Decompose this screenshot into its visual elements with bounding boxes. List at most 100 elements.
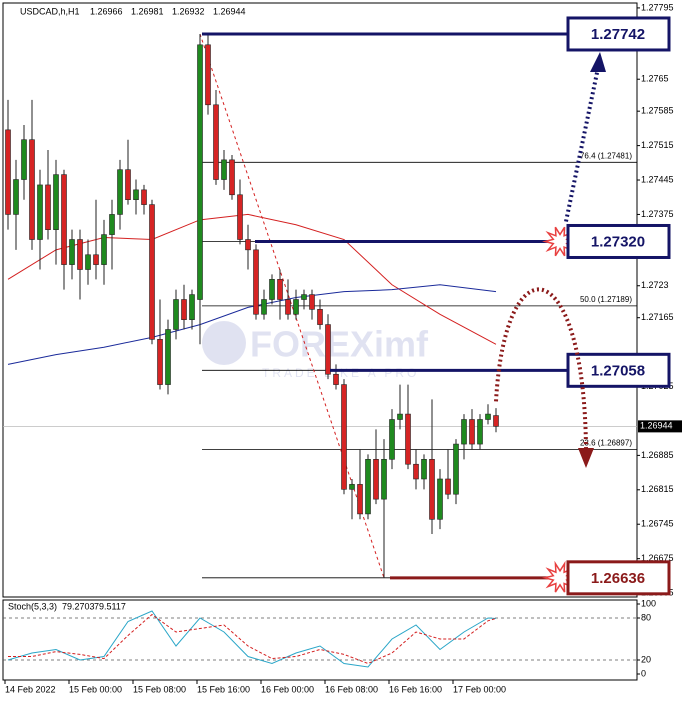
fib-label: 76.4 (1.27481)	[580, 151, 632, 160]
level-box	[566, 560, 671, 596]
candle-body	[157, 339, 163, 385]
candle-body	[277, 279, 283, 300]
candle-body	[405, 413, 411, 465]
y-tick-label: 1.26675	[641, 553, 674, 563]
watermark-tagline: TRADE LIKE A PRO	[262, 366, 419, 380]
price-tag-label: 1.26944	[640, 421, 673, 431]
candle-body	[437, 478, 443, 520]
candle-body	[189, 294, 195, 320]
stoch-main-value: 79.2703	[62, 601, 95, 611]
candle-body	[141, 189, 147, 205]
y-tick-label: 1.27445	[641, 174, 674, 184]
fib-label: 50.0 (1.27189)	[580, 295, 632, 304]
y-tick-label: 1.2723	[641, 280, 669, 290]
candle-body	[165, 329, 171, 385]
level-label: 1.27742	[591, 26, 645, 43]
candle-body	[485, 413, 491, 420]
candle-body	[213, 104, 219, 180]
candle-body	[21, 139, 27, 180]
chart-title: USDCAD,h,H1	[20, 6, 80, 16]
candle-body	[61, 174, 67, 265]
candle-body	[373, 459, 379, 500]
x-tick-label: 16 Feb 16:00	[389, 684, 442, 694]
candle-body	[133, 189, 139, 200]
header-open: 1.26966	[90, 6, 123, 16]
y-tick-label: 1.2765	[641, 74, 669, 84]
x-tick-label: 17 Feb 00:00	[453, 684, 506, 694]
level-box	[566, 16, 671, 52]
candle-body	[365, 459, 371, 515]
y-tick-label: 1.27585	[641, 106, 674, 116]
level-box	[566, 352, 671, 388]
candle-body	[389, 419, 395, 460]
stoch-signal-value: 79.5117	[94, 601, 126, 611]
candle-body	[85, 254, 91, 270]
candle-body	[5, 129, 11, 215]
level-label: 1.27320	[591, 233, 645, 250]
candle-body	[197, 44, 203, 300]
arrow-head	[578, 448, 594, 468]
candle-body	[37, 184, 43, 240]
candle-body	[253, 249, 259, 315]
stoch-tick-label: 20	[641, 654, 651, 664]
candle-body	[309, 294, 315, 310]
stoch-line	[7, 610, 497, 668]
x-tick-label: 14 Feb 2022	[5, 684, 56, 694]
candle-body	[149, 204, 155, 340]
candle-body	[349, 484, 355, 490]
candle-body	[101, 234, 107, 265]
candle-body	[93, 254, 99, 265]
candle-body	[325, 324, 331, 375]
candle-body	[181, 299, 187, 320]
level-label: 1.26636	[591, 570, 645, 587]
watermark-brand: FOREXimf	[250, 324, 429, 365]
candle-body	[453, 443, 459, 495]
y-tick-label: 1.27795	[641, 2, 674, 12]
candle-body	[429, 459, 435, 520]
y-tick-label: 1.27165	[641, 312, 674, 322]
candle-body	[493, 415, 499, 427]
candle-body	[221, 159, 227, 180]
candle-body	[413, 463, 419, 480]
candle-body	[53, 174, 59, 230]
candle-body	[397, 413, 403, 420]
candle-body	[301, 294, 307, 300]
starburst	[542, 560, 578, 593]
candle-body	[317, 309, 323, 325]
stoch-title: Stoch(5,3,3)	[8, 601, 57, 611]
arrow-head	[590, 51, 606, 72]
x-tick-label: 16 Feb 08:00	[325, 684, 378, 694]
x-tick-label: 15 Feb 08:00	[133, 684, 186, 694]
candle-body	[117, 169, 123, 215]
sub-frame	[2, 599, 638, 681]
level-label: 1.27058	[591, 362, 645, 379]
x-tick-label: 15 Feb 00:00	[69, 684, 122, 694]
header-low: 1.26932	[172, 6, 205, 16]
x-tick-label: 15 Feb 16:00	[197, 684, 250, 694]
fib-label: 23.6 (1.26897)	[580, 439, 632, 448]
stoch-tick-label: 80	[641, 612, 651, 622]
candle-body	[341, 384, 347, 490]
stoch-tick-label: 100	[641, 598, 656, 608]
candle-body	[125, 169, 131, 200]
candle-body	[421, 459, 427, 480]
projection-arrow	[564, 67, 600, 222]
watermark-logo	[202, 321, 246, 365]
candle-body	[237, 194, 243, 240]
y-tick-label: 1.26885	[641, 450, 674, 460]
header-high: 1.26981	[131, 6, 164, 16]
candle-body	[293, 299, 299, 315]
level-box	[566, 223, 671, 259]
projection-curve	[494, 287, 588, 452]
candle-body	[45, 184, 51, 230]
candle-body	[245, 239, 251, 251]
candle-body	[469, 419, 475, 445]
stoch-tick-label: 0	[641, 668, 646, 678]
candle-body	[205, 44, 211, 106]
y-tick-label: 1.26815	[641, 484, 674, 494]
candle-body	[269, 279, 275, 300]
main-frame	[2, 2, 638, 598]
candle-body	[445, 478, 451, 495]
y-tick-label: 1.27515	[641, 140, 674, 150]
